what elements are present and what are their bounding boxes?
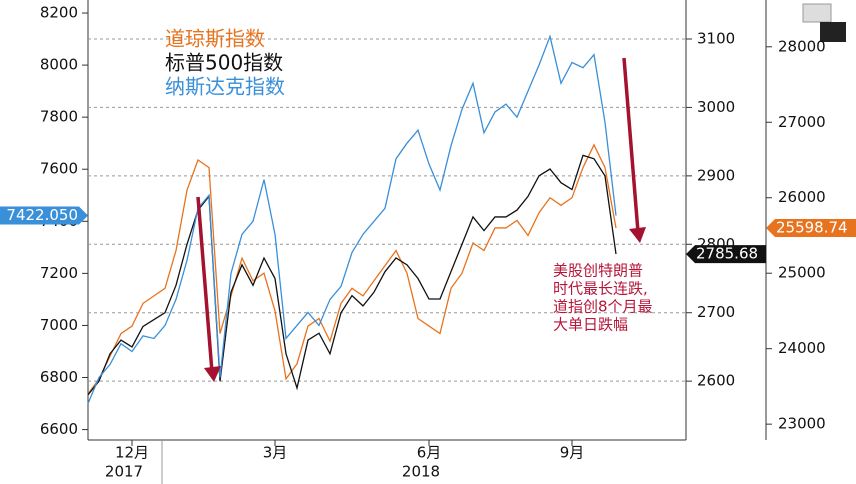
legend-entry: 标普500指数 <box>165 51 283 75</box>
y-tick-label: 7600 <box>40 160 78 178</box>
x-tick-label: 3月 <box>263 444 288 462</box>
x-tick-label: 6月 <box>417 444 442 462</box>
arrows <box>196 57 646 382</box>
series-line <box>87 154 617 396</box>
y2-tick-label: 2700 <box>697 303 735 321</box>
y-tick-label: 6600 <box>40 420 78 438</box>
y-tick-label: 8200 <box>40 4 78 22</box>
x-tick-label: 12月 <box>115 444 149 462</box>
y-tick-label: 7000 <box>40 316 78 334</box>
y-tick-label: 8000 <box>40 56 78 74</box>
legend-entry: 纳斯达克指数 <box>165 75 285 99</box>
y3-tick-label: 28000 <box>778 37 826 55</box>
y2-tick-label: 3000 <box>697 98 735 116</box>
annotation: 美股创特朗普 <box>553 262 643 280</box>
last-value-label: 2785.68 <box>696 245 758 263</box>
year-label: 2017 <box>105 463 143 481</box>
last-value-label: 7422.050 <box>6 206 78 224</box>
y3-tick-label: 27000 <box>778 113 826 131</box>
legend-entry: 道琼斯指数 <box>165 27 265 51</box>
y-tick-label: 6800 <box>40 368 78 386</box>
y2-tick-label: 2900 <box>697 166 735 184</box>
annotation: 道指创8个月最 <box>553 298 653 316</box>
series-line <box>87 34 617 404</box>
x-tick-label: 9月 <box>560 444 585 462</box>
annotation: 大单日跌幅 <box>553 316 628 334</box>
last-value-flag <box>766 219 856 238</box>
last-value-flag <box>686 245 766 264</box>
y2-tick-label: 2600 <box>697 372 735 390</box>
y3-tick-label: 25000 <box>778 264 826 282</box>
year-label: 2018 <box>402 463 440 481</box>
y3-tick-label: 24000 <box>778 339 826 357</box>
y3-tick-label: 26000 <box>778 188 826 206</box>
last-value-flag <box>0 206 88 225</box>
series-line <box>87 143 617 395</box>
y3-tick-label: 23000 <box>778 415 826 433</box>
y2-tick-label: 3100 <box>697 30 735 48</box>
y-tick-label: 7800 <box>40 108 78 126</box>
icon[interactable] <box>820 22 846 42</box>
y-tick-label: 7200 <box>40 264 78 282</box>
last-value-label: 25598.74 <box>776 219 848 237</box>
icon[interactable] <box>802 3 832 23</box>
annotation: 时代最长连跌, <box>553 280 648 298</box>
